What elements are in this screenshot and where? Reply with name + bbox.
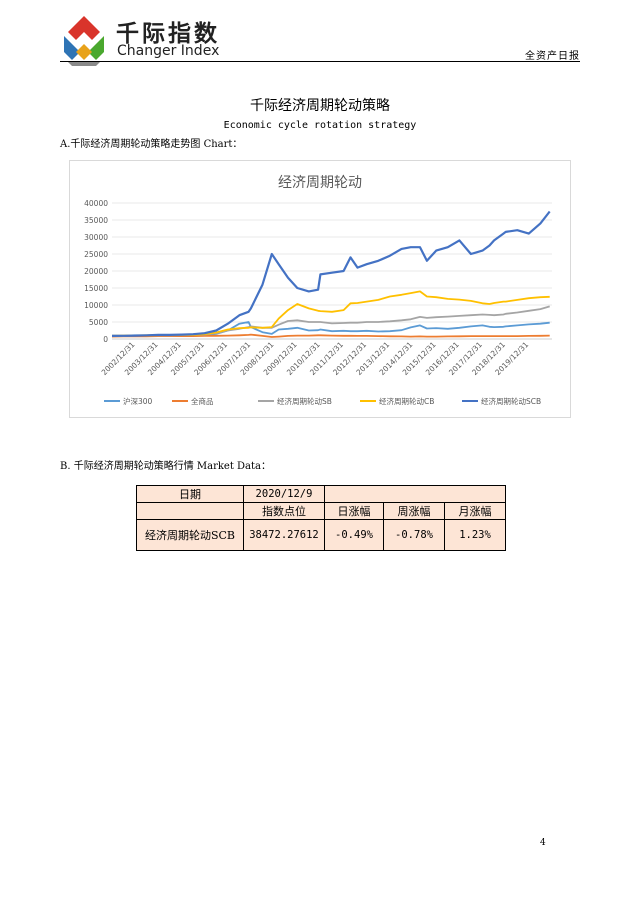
header-monthly-cell: 月涨幅 — [444, 502, 506, 520]
y-tick-label: 30000 — [84, 233, 108, 242]
legend-label: 经济周期轮动SCB — [481, 396, 541, 406]
y-tick-label: 0 — [103, 335, 108, 344]
logo-blue-chevron — [64, 36, 80, 60]
legend-label: 经济周期轮动CB — [379, 396, 434, 406]
row-daily-cell: -0.49% — [324, 519, 384, 551]
y-tick-label: 5000 — [89, 318, 108, 327]
market-data-table: 日期 2020/12/9 指数点位 日涨幅 周涨幅 月涨幅 经济周期轮动SCB … — [136, 485, 506, 551]
legend-label: 沪深300 — [123, 396, 153, 406]
y-tick-label: 15000 — [84, 284, 108, 293]
row-weekly-cell: -0.78% — [383, 519, 445, 551]
series-line — [111, 210, 551, 337]
row-name-cell: 经济周期轮动SCB — [136, 519, 244, 551]
document-subtitle: Economic cycle rotation strategy — [223, 120, 417, 131]
legend-label: 全商品 — [191, 396, 214, 406]
row-monthly-cell: 1.23% — [444, 519, 506, 551]
header-empty-cell — [136, 502, 244, 520]
logo-orange-chevron — [76, 44, 92, 60]
row-level-cell: 38472.27612 — [243, 519, 325, 551]
header-daily-cell: 日涨幅 — [324, 502, 384, 520]
date-label-cell: 日期 — [136, 485, 244, 503]
y-tick-label: 10000 — [84, 301, 108, 310]
logo-green-chevron — [88, 36, 104, 60]
date-value-cell: 2020/12/9 — [243, 485, 325, 503]
header-divider — [60, 61, 580, 62]
y-tick-label: 40000 — [84, 199, 108, 208]
y-tick-label: 20000 — [84, 267, 108, 276]
logo-text-en: Changer Index — [117, 43, 220, 59]
legend-label: 经济周期轮动SB — [277, 396, 332, 406]
chart-title: 经济周期轮动 — [278, 175, 362, 191]
changer-index-logo — [64, 16, 104, 66]
header-level-cell: 指数点位 — [243, 502, 325, 520]
header-weekly-cell: 周涨幅 — [383, 502, 445, 520]
logo-text-cn: 千际指数 — [116, 21, 220, 47]
page-number: 4 — [540, 838, 546, 848]
strategy-line-chart: 经济周期轮动 0 5000 10000 15000 20000 25000 30000 3500… — [69, 160, 571, 418]
section-a-heading: A.千际经济周期轮动策略走势图 Chart： — [60, 139, 243, 150]
section-b-heading: B. 千际经济周期轮动策略行情 Market Data： — [60, 461, 272, 472]
chart-svg: 经济周期轮动 0 5000 10000 15000 20000 25000 30000 3500… — [84, 175, 552, 406]
document-title: 千际经济周期轮动策略 — [250, 98, 390, 114]
series-line — [111, 290, 550, 337]
y-tick-label: 35000 — [84, 216, 108, 225]
series-line — [111, 333, 550, 338]
report-type-label: 全资产日报 — [525, 51, 580, 62]
logo-red-chevron — [68, 16, 100, 40]
logo-grey-bar — [68, 62, 100, 66]
date-empty-cell — [324, 485, 506, 503]
y-tick-label: 25000 — [84, 250, 108, 259]
